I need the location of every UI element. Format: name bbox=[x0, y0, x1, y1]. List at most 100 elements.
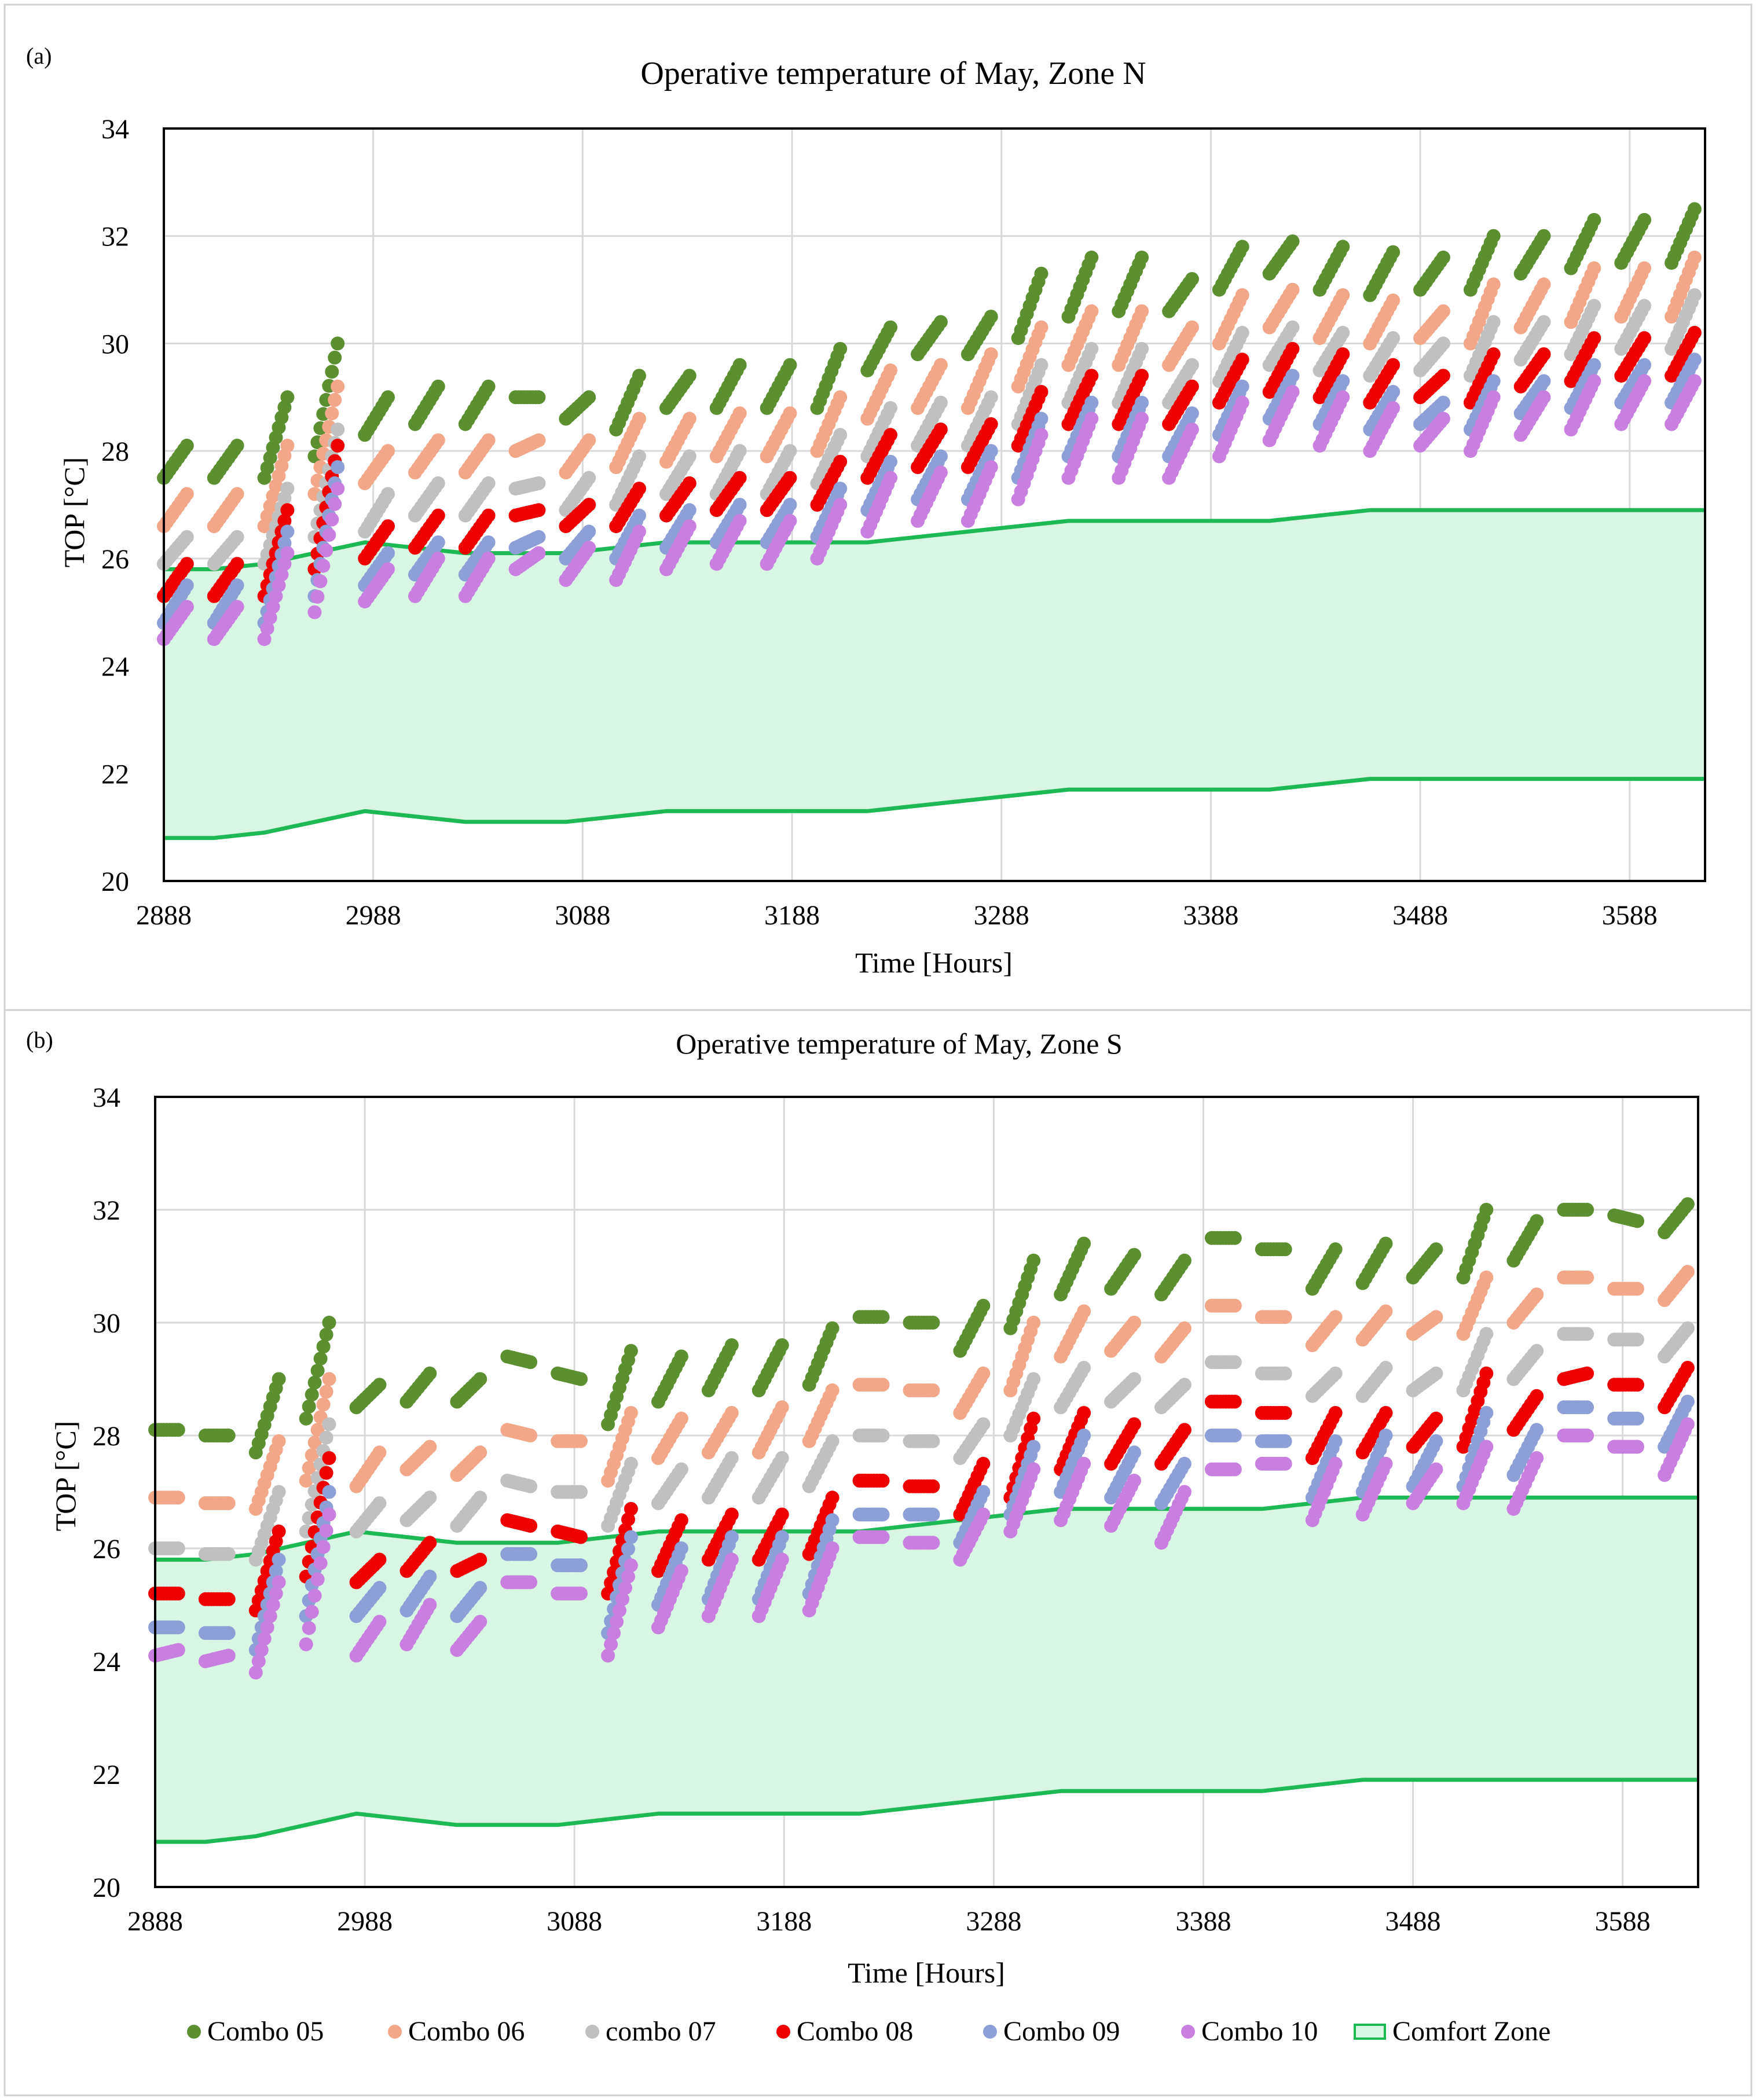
data-point-combo-07 bbox=[1386, 331, 1401, 346]
data-point-combo-09 bbox=[1185, 406, 1199, 421]
data-point-combo-07 bbox=[431, 476, 445, 490]
data-point-combo-06 bbox=[431, 433, 445, 447]
plot-area-a: 20 22 24 26 28 30 32 34 2888 2988 3088 3188 3288 3388… bbox=[101, 114, 1706, 931]
data-point-combo-08 bbox=[1235, 353, 1249, 367]
data-point-combo-08 bbox=[1278, 1406, 1292, 1420]
data-point-combo-07 bbox=[1185, 358, 1199, 372]
data-point-combo-06 bbox=[280, 438, 295, 453]
data-point-combo-07 bbox=[926, 1434, 940, 1448]
data-point-combo-06 bbox=[305, 1448, 319, 1463]
data-point-combo-10 bbox=[313, 574, 328, 589]
data-point-combo-06 bbox=[775, 1400, 789, 1415]
data-point-combo-10 bbox=[875, 1530, 890, 1544]
data-point-combo-09 bbox=[1486, 374, 1501, 388]
data-point-combo-10 bbox=[260, 621, 274, 636]
x-tick-label: 2888 bbox=[127, 1906, 183, 1937]
data-point-combo-06 bbox=[1479, 1271, 1494, 1284]
data-point-combo-10 bbox=[274, 567, 289, 582]
data-point-combo-08 bbox=[1285, 342, 1300, 356]
data-point-combo-05 bbox=[884, 320, 897, 335]
data-point-combo-10 bbox=[381, 562, 395, 577]
data-point-combo-10 bbox=[307, 1588, 322, 1603]
data-point-combo-06 bbox=[302, 1461, 316, 1475]
plot-frame bbox=[154, 1096, 1699, 1888]
panel-label-a: (a) bbox=[26, 43, 52, 69]
data-point-combo-10 bbox=[825, 1541, 839, 1555]
data-point-combo-10 bbox=[601, 1649, 615, 1663]
data-point-combo-07 bbox=[1687, 288, 1702, 302]
data-point-combo-10 bbox=[1227, 1462, 1242, 1477]
data-point-combo-06 bbox=[381, 444, 395, 458]
data-point-combo-06 bbox=[473, 1445, 487, 1460]
data-point-combo-10 bbox=[1379, 1456, 1393, 1471]
data-point-combo-10 bbox=[1084, 412, 1099, 426]
data-point-combo-08 bbox=[171, 1587, 185, 1600]
data-point-combo-10 bbox=[933, 465, 948, 480]
legend-label-comfort-zone: Comfort Zone bbox=[1392, 2016, 1550, 2047]
data-point-combo-09 bbox=[423, 1569, 437, 1584]
data-point-combo-10 bbox=[1580, 1429, 1594, 1442]
data-point-combo-05 bbox=[307, 1375, 322, 1390]
data-point-combo-05 bbox=[574, 1372, 588, 1386]
plot-area-b: 20 22 24 26 28 30 32 34 2888 2988 3088 3188 3288 3388… bbox=[93, 1082, 1699, 1937]
data-point-combo-10 bbox=[1530, 1451, 1544, 1465]
data-point-combo-10 bbox=[254, 1643, 269, 1657]
data-point-combo-10 bbox=[272, 578, 286, 593]
data-point-combo-07 bbox=[574, 1485, 588, 1499]
data-point-combo-05 bbox=[325, 365, 339, 379]
data-point-combo-09 bbox=[269, 1564, 283, 1578]
data-point-combo-07 bbox=[1429, 1366, 1443, 1381]
data-point-combo-10 bbox=[1278, 1456, 1292, 1471]
data-point-combo-10 bbox=[1328, 1456, 1343, 1471]
data-point-combo-05 bbox=[1328, 1242, 1343, 1257]
data-point-combo-07 bbox=[381, 487, 395, 501]
data-point-combo-05 bbox=[582, 390, 596, 405]
legend-marker-combo-06 bbox=[388, 2025, 402, 2039]
data-point-combo-06 bbox=[316, 1397, 331, 1412]
data-point-combo-07 bbox=[1227, 1355, 1242, 1370]
data-point-combo-09 bbox=[976, 1485, 991, 1499]
data-point-combo-10 bbox=[615, 1592, 629, 1606]
data-point-combo-08 bbox=[1379, 1406, 1393, 1420]
data-point-combo-06 bbox=[325, 406, 339, 421]
data-point-combo-10 bbox=[1135, 412, 1149, 426]
data-point-combo-05 bbox=[1537, 229, 1551, 243]
chart-title-a: Operative temperature of May, Zone N bbox=[640, 56, 1146, 91]
data-point-combo-09 bbox=[1580, 1400, 1594, 1415]
x-tick-label: 2888 bbox=[136, 900, 192, 931]
series-combo-10 bbox=[157, 374, 1702, 647]
data-point-combo-06 bbox=[230, 487, 244, 501]
data-point-combo-08 bbox=[1687, 325, 1702, 340]
data-point-combo-09 bbox=[331, 460, 345, 474]
data-point-combo-10 bbox=[674, 1564, 688, 1578]
data-point-combo-08 bbox=[230, 557, 244, 571]
data-point-combo-07 bbox=[1580, 1327, 1594, 1341]
data-point-combo-08 bbox=[1479, 1366, 1494, 1381]
data-point-combo-06 bbox=[1687, 250, 1702, 265]
data-point-combo-08 bbox=[1328, 1406, 1343, 1420]
data-point-combo-06 bbox=[833, 390, 848, 405]
data-point-combo-09 bbox=[481, 535, 496, 549]
data-point-combo-09 bbox=[884, 454, 897, 469]
data-point-combo-05 bbox=[632, 369, 646, 383]
data-point-combo-09 bbox=[221, 1626, 236, 1640]
data-point-combo-05 bbox=[775, 1338, 789, 1352]
data-point-combo-10 bbox=[783, 513, 797, 528]
data-point-combo-10 bbox=[230, 600, 244, 614]
data-point-combo-06 bbox=[179, 487, 194, 501]
data-point-combo-10 bbox=[248, 1665, 263, 1680]
data-point-combo-10 bbox=[1034, 428, 1049, 442]
data-point-combo-06 bbox=[884, 363, 897, 377]
data-point-combo-05 bbox=[1580, 1203, 1594, 1217]
data-point-combo-10 bbox=[1587, 374, 1601, 388]
data-point-combo-08 bbox=[574, 1530, 588, 1544]
data-point-combo-05 bbox=[481, 379, 496, 394]
data-point-combo-10 bbox=[266, 600, 280, 614]
data-point-combo-06 bbox=[624, 1406, 638, 1420]
data-point-combo-07 bbox=[230, 530, 244, 544]
data-point-combo-09 bbox=[1278, 1434, 1292, 1448]
data-point-combo-09 bbox=[1034, 412, 1049, 426]
data-point-combo-06 bbox=[1386, 293, 1401, 308]
data-point-combo-06 bbox=[1227, 1298, 1242, 1313]
data-point-combo-10 bbox=[319, 543, 333, 557]
